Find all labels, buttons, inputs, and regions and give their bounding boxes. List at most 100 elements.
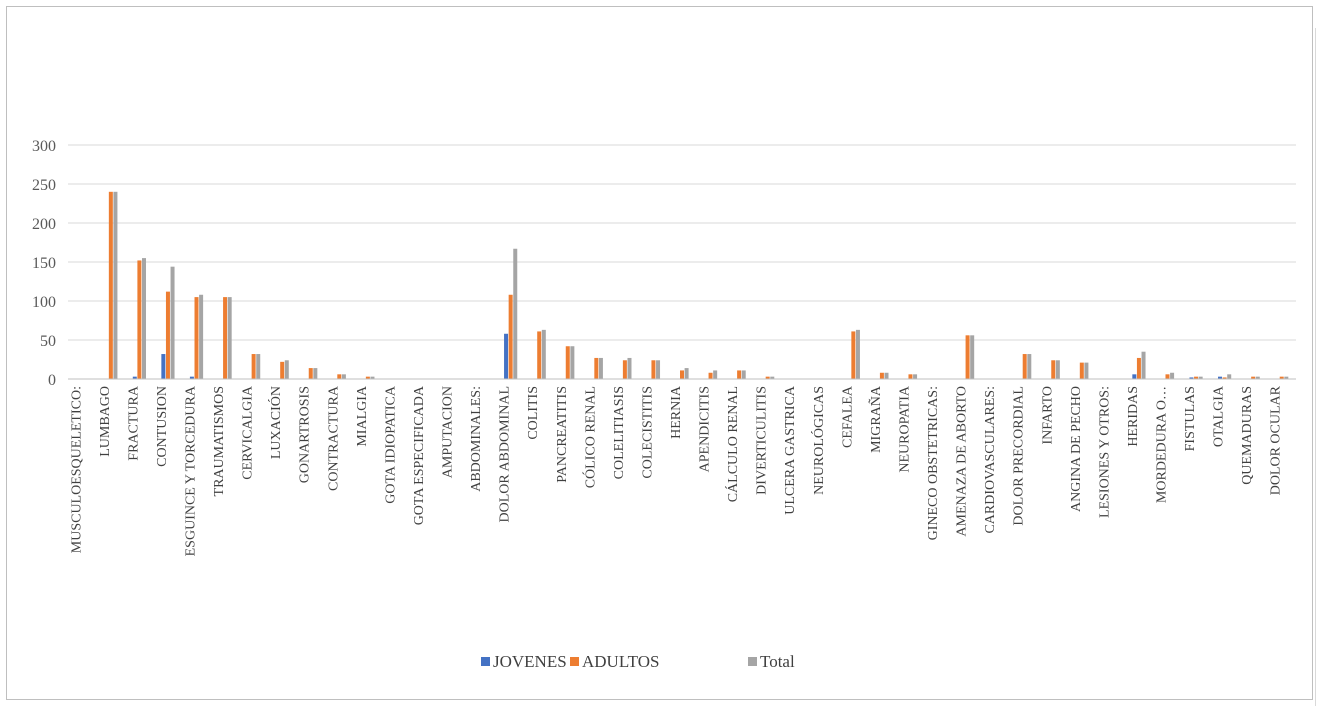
bar-adultos: [594, 357, 599, 379]
x-category-label: FISTULAS: [1183, 386, 1198, 451]
bar-adultos: [765, 376, 770, 379]
x-category-label: MIGRAÑA: [868, 385, 884, 453]
bar-adultos: [908, 374, 913, 379]
bar-adultos: [851, 331, 856, 379]
x-category-label: AMPUTACION: [441, 386, 456, 478]
bar-adultos: [1251, 376, 1256, 379]
y-tick-label: 0: [48, 372, 56, 389]
bar-jovenes: [1132, 374, 1137, 379]
bar-adultos: [223, 297, 228, 379]
bar-total: [541, 329, 546, 379]
bar-total: [1255, 376, 1260, 379]
x-category-label: NEUROPATIA: [897, 385, 912, 472]
legend-swatch: [570, 657, 579, 666]
bar-total: [513, 248, 518, 379]
bar-adultos: [1194, 376, 1199, 379]
bar-total: [1027, 354, 1032, 379]
legend-swatch: [481, 657, 490, 666]
bar-adultos: [708, 372, 713, 379]
bar-total: [770, 376, 775, 379]
legend: JOVENES ADULTOS Total: [481, 652, 795, 671]
bar-total: [141, 258, 146, 379]
y-tick-label: 150: [32, 255, 56, 272]
bar-jovenes: [189, 376, 194, 379]
bar-total: [370, 376, 375, 379]
x-category-label: CARDIOVASCULARES:: [983, 386, 998, 534]
bar-total: [1198, 376, 1203, 379]
x-category-label: HERNIA: [669, 385, 684, 439]
x-category-label: CONTRACTURA: [326, 385, 341, 491]
bar-adultos: [251, 354, 256, 379]
bar-total: [855, 329, 860, 379]
window-edge: [1315, 28, 1316, 706]
bar-total: [884, 372, 889, 379]
x-category-label: PANCREATITIS: [555, 386, 570, 483]
bar-adultos: [651, 360, 656, 379]
bar-adultos: [165, 291, 170, 379]
x-category-label: MUSCULOESQUELETICO:: [69, 386, 84, 553]
x-category-label: NEUROLÓGICAS: [810, 386, 827, 495]
bar-total: [684, 368, 689, 379]
bar-jovenes: [132, 376, 137, 379]
legend-label: Total: [760, 652, 795, 671]
x-category-label: GOTA ESPECIFICADA: [412, 385, 427, 525]
x-category-label: CÁLCULO RENAL: [724, 386, 741, 502]
y-tick-label: 50: [40, 333, 56, 350]
bar-total: [913, 374, 918, 379]
bar-adultos: [965, 335, 970, 379]
bar-total: [284, 360, 289, 379]
bar-total: [570, 346, 575, 379]
bar-adultos: [194, 297, 199, 379]
x-category-label: CERVICALGIA: [241, 385, 256, 480]
x-category-label: COLELITIASIS: [612, 386, 627, 479]
bar-jovenes: [1218, 376, 1223, 379]
bar-total: [227, 297, 232, 379]
x-category-label: DIVERTICULITIS: [755, 386, 770, 495]
bar-adultos: [508, 294, 513, 379]
x-category-label: OTALGIA: [1212, 385, 1227, 447]
bar-adultos: [622, 360, 627, 379]
x-category-label: CÓLICO RENAL: [581, 386, 598, 488]
bar-adultos: [879, 372, 884, 379]
x-category-label: MORDEDURA O…: [1154, 386, 1169, 503]
x-category-label: MIALGIA: [355, 385, 370, 447]
x-category-label: INFARTO: [1040, 386, 1055, 445]
bar-jovenes: [504, 333, 509, 379]
legend-swatch: [748, 657, 757, 666]
x-category-label: LUMBAGO: [98, 386, 113, 457]
x-category-label: APENDICITIS: [698, 386, 713, 472]
bar-adultos: [1136, 357, 1141, 379]
x-category-label: GINECO OBSTETRICAS:: [926, 386, 941, 540]
bar-total: [170, 266, 175, 379]
bar-adultos: [565, 346, 570, 379]
bar-total: [627, 357, 632, 379]
bar-adultos: [137, 260, 142, 379]
bar-total: [598, 357, 603, 379]
bar-adultos: [1079, 362, 1084, 379]
bar-total: [1284, 376, 1289, 379]
x-category-label: AMENAZA DE ABORTO: [955, 386, 970, 537]
bar-adultos: [737, 370, 742, 379]
bar-adultos: [680, 370, 684, 379]
bar-total: [1084, 362, 1089, 379]
y-axis-tick-labels: 0 50 100 150 200 250 300: [32, 138, 56, 389]
legend-label: ADULTOS: [582, 652, 659, 671]
bar-adultos: [1051, 360, 1056, 379]
bar-total: [1227, 374, 1232, 379]
bar-adultos: [1222, 377, 1227, 379]
bar-adultos: [1165, 374, 1170, 379]
bars: [108, 191, 1289, 379]
x-category-label: COLITIS: [526, 386, 541, 440]
x-category-label: ANGINA DE PECHO: [1069, 386, 1084, 512]
x-category-label: LUXACIÓN: [267, 386, 284, 459]
gridlines: [68, 144, 1296, 341]
x-category-label: ESGUINCE Y TORCEDURA: [184, 385, 199, 556]
x-category-label: CONTUSION: [155, 386, 170, 467]
bar-jovenes: [1189, 377, 1194, 379]
x-category-label: DOLOR OCULAR: [1269, 385, 1284, 495]
y-tick-label: 300: [32, 138, 56, 155]
bar-adultos: [308, 368, 313, 379]
bar-total: [713, 370, 718, 379]
bar-adultos: [108, 191, 113, 379]
